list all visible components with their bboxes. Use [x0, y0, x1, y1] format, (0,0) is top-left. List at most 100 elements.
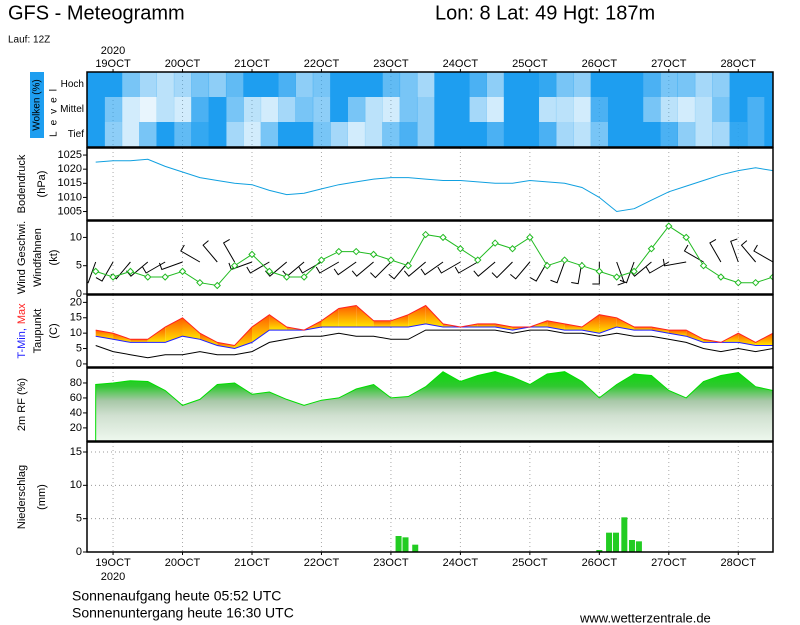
wind-marker — [543, 261, 551, 270]
cloud-cell — [590, 97, 609, 122]
wind-marker — [369, 250, 378, 259]
cloud-cell — [451, 122, 470, 147]
y-tick-label: 1015 — [58, 177, 82, 189]
bar — [596, 550, 603, 552]
cloud-cell — [642, 72, 661, 97]
temp-range — [199, 333, 218, 346]
wind-marker — [300, 273, 308, 281]
cloud-cell — [451, 72, 470, 97]
y-unit: (mm) — [36, 484, 48, 510]
cloud-cell — [434, 122, 453, 147]
wind-barb — [616, 261, 625, 286]
cloud-cell — [347, 122, 366, 147]
cloud-cell — [104, 122, 123, 147]
wind-marker — [230, 261, 239, 270]
humidity-area — [95, 371, 773, 442]
cloud-cell — [538, 72, 557, 97]
y-tick-label: 0 — [76, 288, 82, 300]
cloud-cell — [660, 72, 678, 97]
wind-barb — [454, 261, 479, 274]
temp-range — [599, 314, 617, 334]
wind-barb — [473, 261, 496, 277]
y-tick-label: 40 — [70, 407, 82, 419]
cloud-cell — [278, 122, 296, 147]
legend-entry: T-Min, — [16, 328, 28, 359]
temp-range — [564, 323, 582, 331]
cloud-cell — [660, 122, 678, 147]
temp-range — [425, 305, 443, 327]
wind-barb — [662, 258, 687, 267]
bar — [621, 517, 628, 552]
temp-range — [582, 314, 600, 334]
cloud-cell — [521, 97, 540, 122]
cloud-cell — [260, 72, 279, 97]
cloud-cell — [677, 122, 696, 147]
wind-marker — [439, 233, 447, 242]
cloud-cell — [295, 72, 314, 97]
bar — [613, 532, 620, 552]
line — [95, 304, 773, 347]
legend-label: T-Min, Max — [16, 303, 28, 359]
cloud-cell — [677, 97, 696, 122]
run: Lauf: 12Z — [8, 35, 50, 46]
wind-barb — [709, 239, 722, 263]
cloud-cell — [469, 122, 487, 147]
legend-label: Taupunkt — [32, 309, 44, 354]
wind-marker — [213, 281, 221, 290]
wind-marker — [699, 261, 708, 270]
cloud-cell — [382, 97, 401, 122]
cloud-cell — [486, 72, 505, 97]
sunset: Sonnenuntergang heute 16:30 UTC — [72, 605, 294, 621]
cloud-cell — [712, 72, 731, 97]
x-tick-label: 24OCT — [443, 557, 479, 569]
cloud-cell — [660, 97, 678, 122]
line — [95, 158, 773, 213]
cloud-cell — [746, 97, 765, 122]
cloud-cell — [729, 97, 748, 122]
cloud-cell — [729, 72, 748, 97]
cloud-cell — [87, 122, 105, 147]
cloud-cell — [278, 97, 296, 122]
cloud-cell — [173, 72, 192, 97]
cloud-cell — [364, 97, 383, 122]
cloud-cell — [87, 72, 105, 97]
x-tick-label: 26OCT — [582, 557, 618, 569]
cloud-cell — [625, 122, 644, 147]
y-unit: (C) — [48, 323, 60, 338]
cloud-cell — [399, 72, 418, 97]
y-label: 2m RF (%) — [16, 378, 28, 431]
cloud-cell — [642, 122, 661, 147]
temp-range — [130, 339, 148, 343]
wind-marker — [474, 256, 482, 264]
location: Lon: 8 Lat: 49 Hgt: 187m — [435, 2, 655, 24]
temp-range — [113, 333, 131, 343]
x-tick-label: 28OCT — [721, 557, 757, 569]
panel-border — [86, 367, 774, 442]
x-tick-label: 21OCT — [234, 557, 270, 569]
cloud-cell — [156, 72, 175, 97]
panel-border — [86, 147, 774, 221]
panel-border — [86, 294, 774, 368]
x-tick-label: 20OCT — [165, 58, 201, 70]
cloud-cell — [764, 97, 773, 122]
cloud-cell — [694, 122, 713, 147]
cloud-cell — [312, 97, 331, 122]
cloud-cell — [208, 122, 227, 147]
y-tick-label: 20 — [70, 296, 82, 308]
wind-barb — [351, 261, 374, 277]
wind-barb — [142, 261, 166, 274]
wind-marker — [144, 273, 152, 281]
temp-range — [373, 320, 391, 327]
temp-range — [390, 314, 409, 327]
wind-marker — [560, 256, 569, 264]
bar — [402, 537, 409, 552]
cloud-cell — [260, 97, 279, 122]
cloud-cell — [295, 97, 314, 122]
wind-barb — [529, 261, 548, 282]
cloud-cell — [469, 72, 487, 97]
title: GFS - Meteogramm — [8, 2, 185, 24]
line — [95, 225, 773, 287]
